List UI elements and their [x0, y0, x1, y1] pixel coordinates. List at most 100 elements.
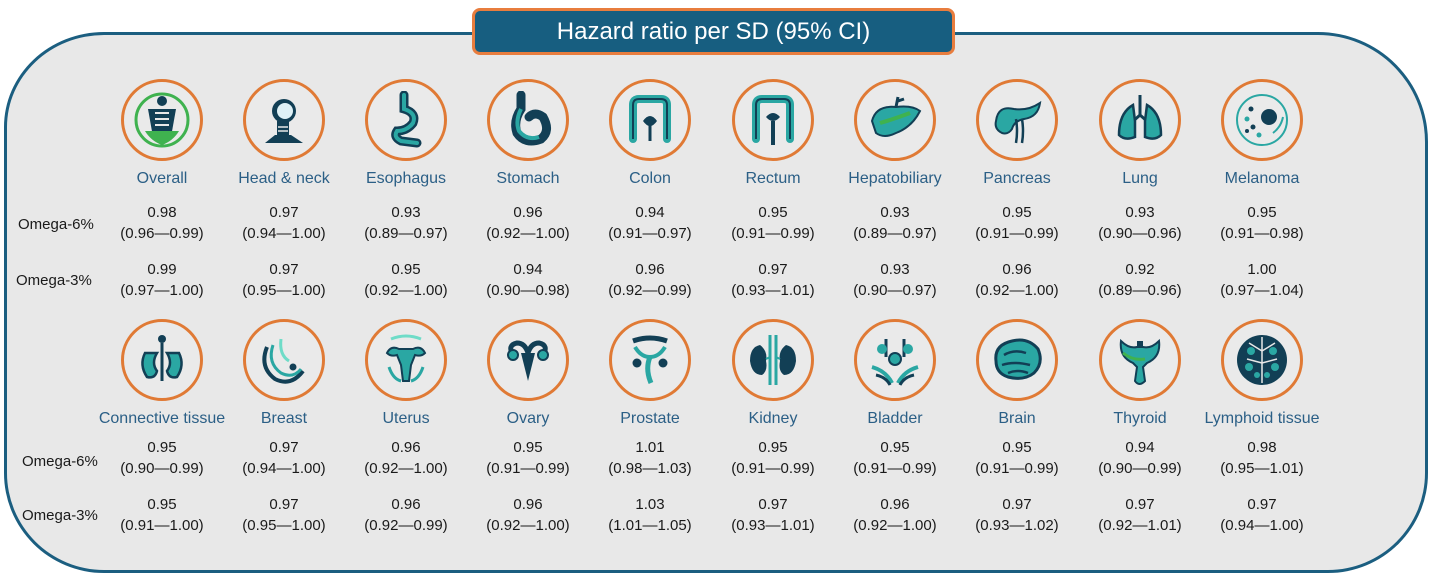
omega3-result-kidney: 0.97 (0.93—1.01): [703, 494, 843, 536]
omega3-result-colon: 0.96 (0.92—0.99): [580, 259, 720, 301]
confidence-interval: (0.94—1.00): [1220, 517, 1304, 534]
hazard-ratio: 1.00: [1247, 261, 1277, 278]
site-label-hepatobiliary: Hepatobiliary: [848, 170, 942, 187]
omega3-result-pancreas: 0.96 (0.92—1.00): [947, 259, 1087, 301]
site-label-melanoma: Melanoma: [1224, 170, 1300, 187]
site-label-lymphoid-tissue: Lymphoid tissue: [1204, 410, 1320, 427]
confidence-interval: (0.95—1.01): [1220, 460, 1304, 477]
rectum-icon: [732, 79, 814, 161]
omega6-result-colon: 0.94 (0.91—0.97): [580, 202, 720, 244]
site-label-breast: Breast: [260, 410, 308, 427]
site-label-ovary: Ovary: [506, 410, 550, 427]
confidence-interval: (0.91—0.99): [486, 460, 570, 477]
confidence-interval: (0.89—0.97): [364, 225, 448, 242]
confidence-interval: (0.93—1.01): [731, 517, 815, 534]
omega3-result-prostate: 1.03 (1.01—1.05): [580, 494, 720, 536]
site-label-esophagus: Esophagus: [365, 170, 447, 187]
hazard-ratio: 0.97: [269, 439, 299, 456]
skin-cells-icon: [1221, 79, 1303, 161]
omega3-result-connective-tissue: 0.95 (0.91—1.00): [92, 494, 232, 536]
confidence-interval: (1.01—1.05): [608, 517, 692, 534]
uterus-icon: [365, 319, 447, 401]
omega6-result-bladder: 0.95 (0.91—0.99): [825, 437, 965, 479]
confidence-interval: (0.94—1.00): [242, 460, 326, 477]
lymphoid-tissue-icon: [1221, 319, 1303, 401]
confidence-interval: (0.91—0.99): [731, 460, 815, 477]
hazard-ratio: 0.97: [758, 496, 788, 513]
title-text: Hazard ratio per SD (95% CI): [556, 17, 871, 45]
hazard-ratio: 0.95: [147, 439, 177, 456]
hazard-ratio: 0.94: [1125, 439, 1155, 456]
confidence-interval: (0.89—0.97): [853, 225, 937, 242]
site-label-kidney: Kidney: [748, 410, 798, 427]
confidence-interval: (0.90—0.99): [120, 460, 204, 477]
omega3-result-thyroid: 0.97 (0.92—1.01): [1070, 494, 1210, 536]
esophagus-icon: [365, 79, 447, 161]
row-label-omega6: Omega-6%: [18, 216, 94, 233]
omega6-result-brain: 0.95 (0.91—0.99): [947, 437, 1087, 479]
confidence-interval: (0.91—0.99): [975, 225, 1059, 242]
confidence-interval: (0.91—1.00): [120, 517, 204, 534]
hazard-ratio: 0.95: [1247, 204, 1277, 221]
hazard-ratio: 0.95: [1002, 439, 1032, 456]
hazard-ratio: 0.95: [513, 439, 543, 456]
confidence-interval: (0.92—1.00): [486, 517, 570, 534]
omega6-result-rectum: 0.95 (0.91—0.99): [703, 202, 843, 244]
hazard-ratio: 0.95: [758, 439, 788, 456]
site-label-head-neck: Head & neck: [238, 170, 330, 187]
connective-tissue-icon: [121, 319, 203, 401]
hazard-ratio: 0.97: [1125, 496, 1155, 513]
row-label-omega6: Omega-6%: [22, 453, 98, 470]
site-label-bladder: Bladder: [867, 410, 923, 427]
site-label-pancreas: Pancreas: [983, 170, 1051, 187]
omega3-result-ovary: 0.96 (0.92—1.00): [458, 494, 598, 536]
omega3-result-melanoma: 1.00 (0.97—1.04): [1192, 259, 1332, 301]
confidence-interval: (0.89—0.96): [1098, 282, 1182, 299]
results-panel: [4, 32, 1428, 573]
hazard-ratio: 0.95: [1002, 204, 1032, 221]
hazard-ratio: 0.93: [880, 261, 910, 278]
hazard-ratio: 0.95: [147, 496, 177, 513]
bladder-icon: [854, 319, 936, 401]
hazard-ratio: 0.95: [880, 439, 910, 456]
row-label-omega3: Omega-3%: [16, 272, 92, 289]
hazard-ratio: 0.93: [880, 204, 910, 221]
hazard-ratio: 0.97: [269, 204, 299, 221]
omega6-result-stomach: 0.96 (0.92—1.00): [458, 202, 598, 244]
hazard-ratio: 0.96: [513, 496, 543, 513]
confidence-interval: (0.90—0.97): [853, 282, 937, 299]
hazard-ratio: 0.96: [513, 204, 543, 221]
omega3-result-hepatobiliary: 0.93 (0.90—0.97): [825, 259, 965, 301]
hazard-ratio: 0.97: [1002, 496, 1032, 513]
body-torso-icon: [121, 79, 203, 161]
omega3-result-head-neck: 0.97 (0.95—1.00): [214, 259, 354, 301]
confidence-interval: (0.90—0.98): [486, 282, 570, 299]
site-label-thyroid: Thyroid: [1113, 410, 1167, 427]
site-label-overall: Overall: [136, 170, 188, 187]
confidence-interval: (0.90—0.99): [1098, 460, 1182, 477]
title-banner: Hazard ratio per SD (95% CI): [472, 8, 955, 55]
site-label-colon: Colon: [629, 170, 671, 187]
omega3-result-uterus: 0.96 (0.92—0.99): [336, 494, 476, 536]
site-label-prostate: Prostate: [620, 410, 680, 427]
lungs-icon: [1099, 79, 1181, 161]
omega3-result-stomach: 0.94 (0.90—0.98): [458, 259, 598, 301]
site-label-stomach: Stomach: [496, 170, 560, 187]
confidence-interval: (0.94—1.00): [242, 225, 326, 242]
liver-icon: [854, 79, 936, 161]
hazard-ratio: 0.96: [1002, 261, 1032, 278]
head-neck-icon: [243, 79, 325, 161]
confidence-interval: (0.92—1.00): [364, 460, 448, 477]
hazard-ratio: 0.94: [635, 204, 665, 221]
omega6-result-connective-tissue: 0.95 (0.90—0.99): [92, 437, 232, 479]
confidence-interval: (0.95—1.00): [242, 282, 326, 299]
confidence-interval: (0.97—1.04): [1220, 282, 1304, 299]
omega6-result-melanoma: 0.95 (0.91—0.98): [1192, 202, 1332, 244]
site-label-lung: Lung: [1122, 170, 1158, 187]
hazard-ratio: 0.98: [147, 204, 177, 221]
hazard-ratio: 0.95: [391, 261, 421, 278]
omega6-result-esophagus: 0.93 (0.89—0.97): [336, 202, 476, 244]
hazard-ratio: 0.97: [269, 261, 299, 278]
hazard-ratio: 0.93: [1125, 204, 1155, 221]
omega6-result-kidney: 0.95 (0.91—0.99): [703, 437, 843, 479]
